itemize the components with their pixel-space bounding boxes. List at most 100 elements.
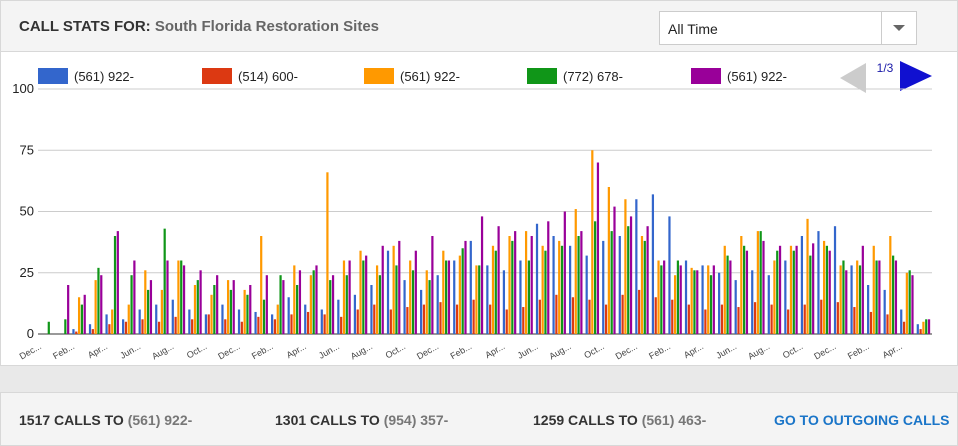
bar <box>130 275 133 334</box>
chart: 1/3 0 25 50 75 100 (561) 922- (514) 600- (561) … <box>12 61 932 361</box>
bar <box>925 319 928 334</box>
bar <box>693 270 696 334</box>
outgoing-link[interactable]: GO TO OUTGOING CALLS <box>774 412 950 428</box>
bar <box>213 285 216 334</box>
bar <box>596 162 600 334</box>
x-tick-label: Dec... <box>614 341 639 361</box>
bar <box>869 311 873 334</box>
x-tick-label: Apr... <box>86 341 109 360</box>
bar <box>80 304 84 334</box>
bar <box>486 265 489 334</box>
bar <box>312 270 315 334</box>
bar <box>555 294 558 334</box>
bar <box>560 245 564 334</box>
bar <box>856 260 859 334</box>
next-page[interactable] <box>900 61 932 91</box>
bar <box>163 228 166 334</box>
x-tick-label: Oct... <box>185 341 209 360</box>
dropdown-button[interactable] <box>881 12 916 44</box>
bar <box>91 329 94 334</box>
x-tick-label: Feb... <box>647 341 672 361</box>
bar <box>679 265 682 334</box>
bar <box>461 248 464 334</box>
bar <box>538 299 541 334</box>
x-tick-label: Feb... <box>846 341 871 361</box>
bar <box>927 319 931 334</box>
bar <box>362 260 365 334</box>
prev-page[interactable] <box>840 63 866 93</box>
bar <box>157 321 161 334</box>
bar <box>621 294 624 334</box>
legend-label: (772) 678- <box>563 69 623 84</box>
bar <box>723 245 726 334</box>
bar <box>878 260 881 334</box>
bar <box>304 304 307 334</box>
bar <box>519 260 522 334</box>
bar <box>729 260 732 334</box>
bar <box>199 270 202 334</box>
legend-label: (561) 922- <box>727 69 787 84</box>
bar <box>770 304 773 334</box>
call-number: (561) 463- <box>641 412 707 428</box>
x-tick-label: Jun... <box>317 341 341 361</box>
bar <box>265 275 268 334</box>
bar <box>64 319 67 334</box>
bar <box>411 270 415 334</box>
bar <box>607 187 610 334</box>
bar <box>83 294 86 334</box>
bar <box>177 260 180 334</box>
x-tick-label: Apr... <box>682 341 705 360</box>
bar <box>806 218 809 334</box>
bar <box>246 294 249 334</box>
bar <box>753 302 757 334</box>
bar <box>511 240 514 334</box>
x-tick-label: Apr... <box>881 341 904 360</box>
bar <box>342 260 346 334</box>
y-tick-label: 100 <box>12 81 34 96</box>
bar <box>842 260 845 334</box>
bar <box>455 304 459 334</box>
bar <box>778 245 782 334</box>
bar <box>663 260 666 334</box>
bar <box>861 245 864 334</box>
bar <box>141 319 144 334</box>
bar <box>916 324 919 334</box>
x-tick-label: Aug... <box>349 341 374 361</box>
bar <box>922 321 925 334</box>
bar <box>273 319 277 334</box>
bar <box>180 260 183 334</box>
legend-label: (561) 922- <box>74 69 134 84</box>
bar <box>902 321 906 334</box>
bar <box>563 211 566 334</box>
bar <box>464 240 467 334</box>
bar <box>591 150 594 334</box>
bar <box>651 194 655 334</box>
bar <box>535 223 539 334</box>
bar <box>795 245 798 334</box>
bar <box>820 299 823 334</box>
x-tick-label: Aug... <box>150 341 175 361</box>
range-dropdown[interactable]: All Time <box>659 11 917 45</box>
bar <box>527 260 531 334</box>
x-tick-label: Oct... <box>781 341 805 360</box>
bar <box>188 309 191 334</box>
bar <box>734 280 737 334</box>
bar <box>867 285 870 334</box>
bar <box>629 216 633 334</box>
bar <box>422 304 426 334</box>
bar <box>508 236 511 334</box>
bar <box>822 240 826 334</box>
bar <box>345 275 348 334</box>
bar <box>144 270 147 334</box>
legend-label: (561) 922- <box>400 69 460 84</box>
bar <box>122 319 125 334</box>
bar <box>756 231 759 334</box>
bar <box>138 309 141 334</box>
bar <box>420 289 423 334</box>
bar <box>552 236 555 334</box>
bar <box>469 240 472 334</box>
bar <box>447 260 451 334</box>
bar <box>676 260 680 334</box>
bar <box>784 260 787 334</box>
bar <box>718 272 721 334</box>
